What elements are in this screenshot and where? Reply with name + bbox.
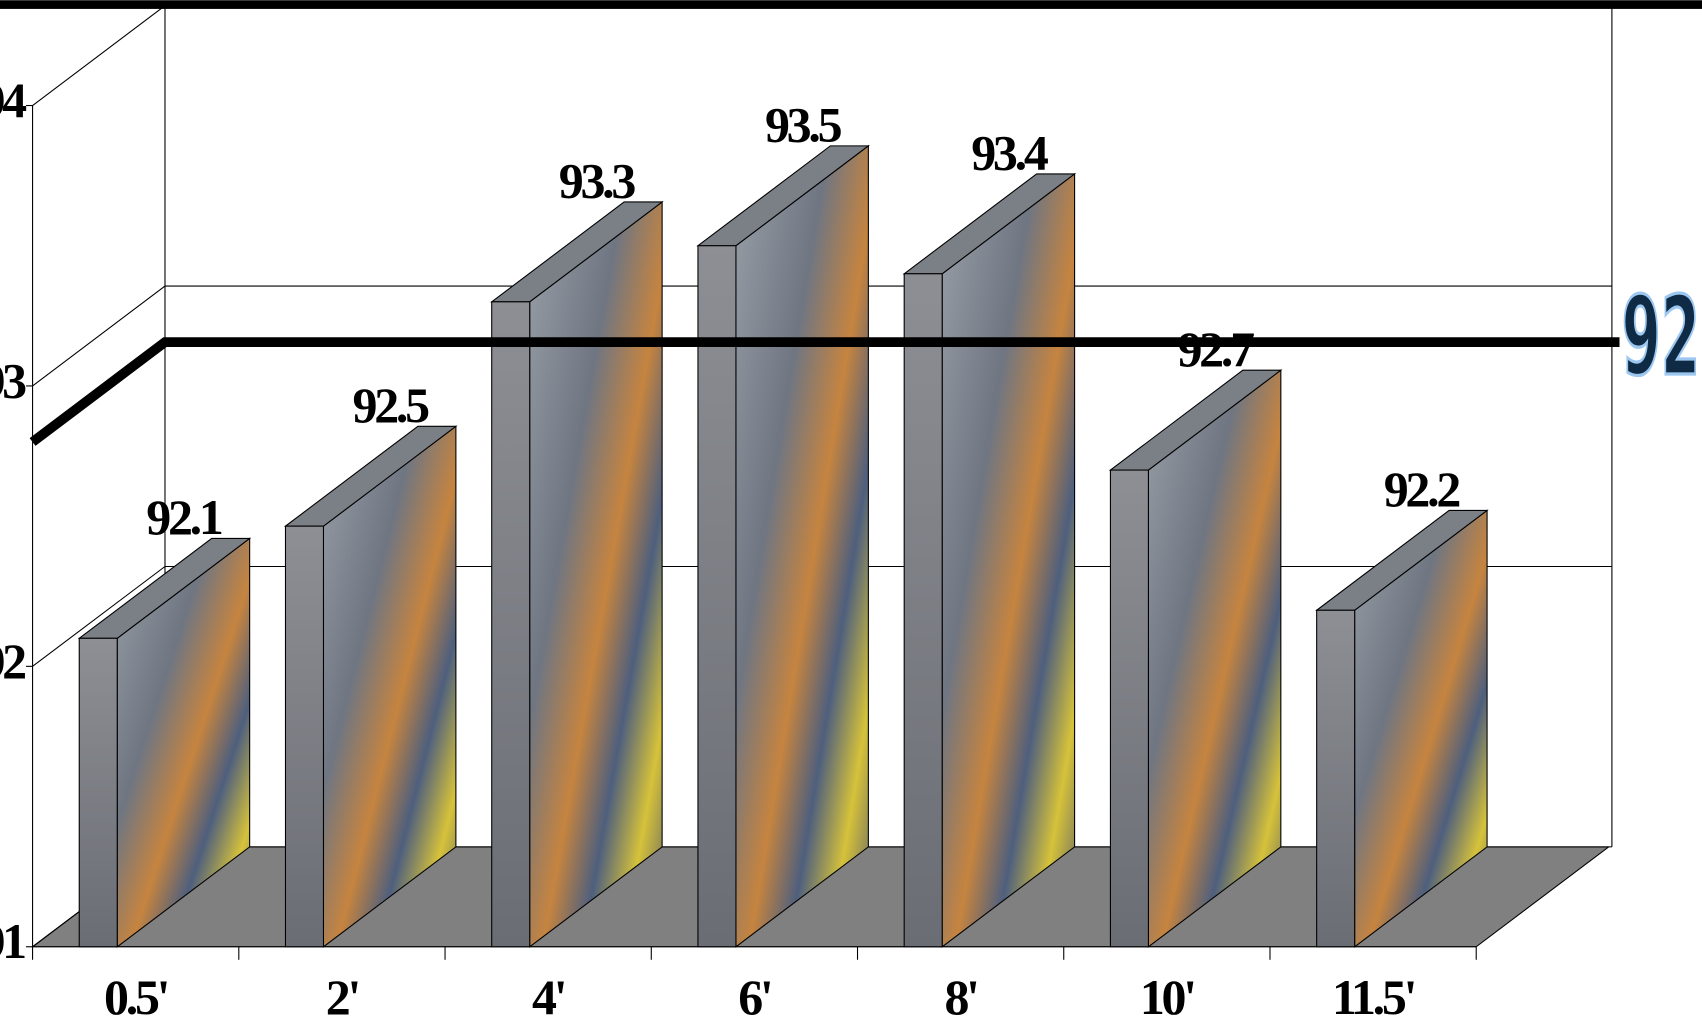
y-tick-label: 92	[0, 634, 25, 689]
x-tick-label: 2'	[326, 970, 359, 1025]
bar-side	[941, 172, 1076, 948]
bar	[1316, 609, 1356, 948]
bar	[284, 525, 325, 948]
bar-side	[735, 144, 869, 948]
reference-label: 92.8	[1622, 273, 1702, 400]
value-label: 93.5	[765, 98, 842, 153]
bar-side	[1147, 369, 1282, 948]
grid-line	[32, 5, 1612, 106]
value-label: 93.3	[559, 154, 636, 209]
x-tick-label: 8'	[944, 970, 977, 1025]
bar	[491, 301, 531, 948]
bar	[903, 273, 943, 948]
y-tick-label: 93	[0, 353, 26, 408]
reference-line	[29, 337, 1620, 446]
bar-side	[529, 200, 663, 948]
x-tick-label: 10'	[1140, 970, 1194, 1025]
x-tick-label: 4'	[532, 970, 565, 1025]
bar	[697, 245, 737, 948]
bar	[1109, 469, 1149, 948]
x-tick-label: 0.5'	[104, 970, 168, 1025]
y-tick-label: 91	[0, 914, 25, 969]
value-label: 93.4	[971, 126, 1049, 181]
value-label: 92.5	[353, 378, 430, 433]
y-tick-label: 94	[0, 73, 27, 128]
x-tick-label: 6'	[738, 970, 771, 1025]
grid-line	[32, 285, 1612, 387]
x-tick-label: 11.5'	[1332, 970, 1415, 1025]
value-label: 92.1	[146, 490, 222, 545]
bar	[78, 637, 118, 948]
value-label: 92.7	[1177, 322, 1254, 377]
top-border	[0, 0, 1702, 9]
value-label: 92.2	[1384, 462, 1460, 517]
